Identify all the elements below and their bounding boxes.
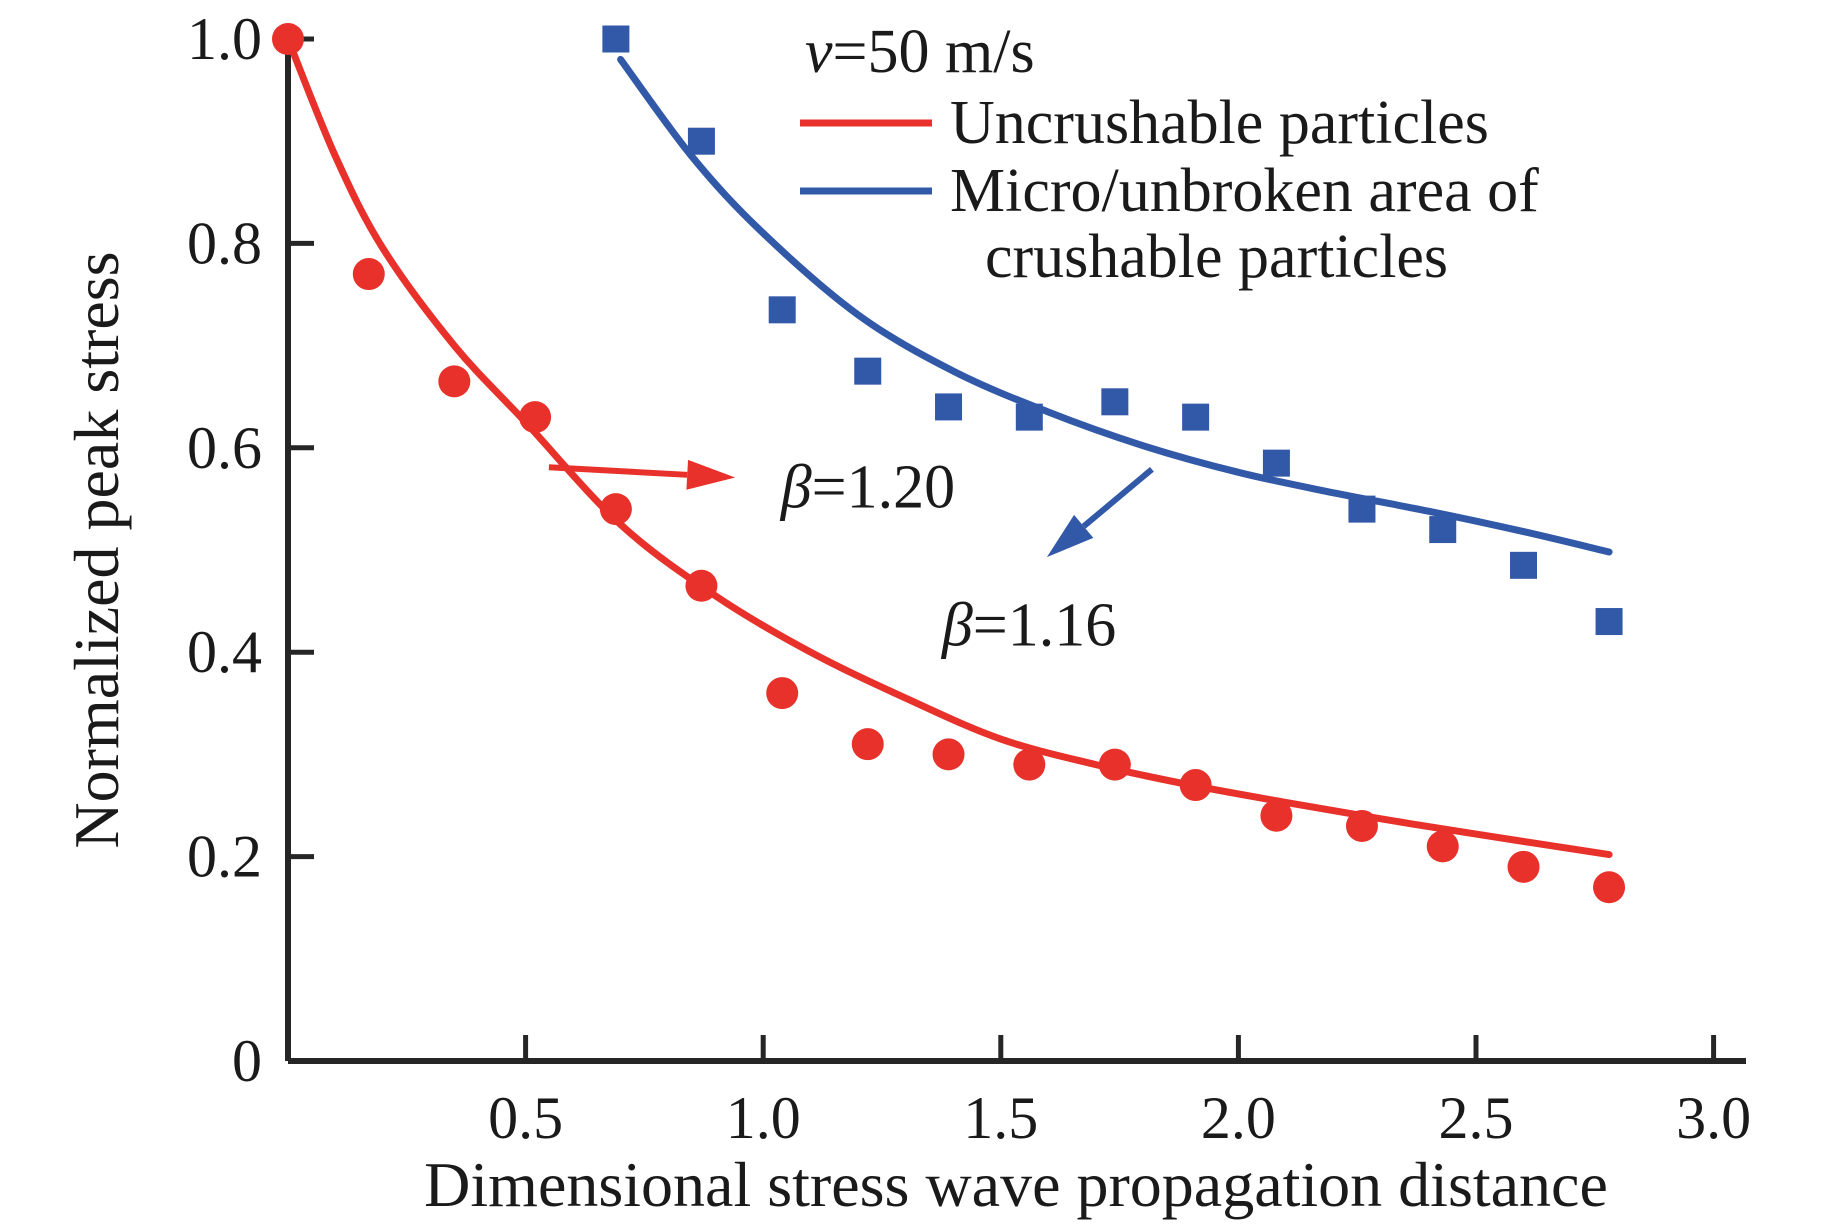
data-point-square xyxy=(1101,388,1129,416)
beta-annotation-text: β=1.16 xyxy=(941,592,1116,660)
legend-item-label: Uncrushable particles xyxy=(950,89,1489,157)
data-point-circle xyxy=(1260,799,1293,832)
data-point-circle xyxy=(1098,748,1131,781)
annotation-116: β=1.16 xyxy=(941,466,1154,660)
data-point-square xyxy=(854,357,882,385)
chart-built-content: 0.5 1.0 1.5 2.0 2.5 3.0 0 0.2 0.4 0.6 0.8 1.0 β=1.20… xyxy=(187,6,1751,1151)
data-point-circle xyxy=(519,401,552,434)
annotation-arrow-line xyxy=(548,464,688,478)
data-point-square xyxy=(935,393,963,421)
data-point-square xyxy=(1510,551,1538,579)
data-point-circle xyxy=(438,365,471,398)
annotation-arrow-head xyxy=(686,459,736,490)
y-tick-label: 0.4 xyxy=(187,619,262,685)
data-point-square xyxy=(602,25,630,53)
y-axis-title: Normalized peak stress xyxy=(61,251,132,848)
fit-curve-red xyxy=(284,35,1613,859)
data-point-square xyxy=(1429,516,1457,544)
data-point-square xyxy=(1595,608,1623,636)
data-point-circle xyxy=(599,493,632,526)
data-point-circle xyxy=(1507,850,1540,883)
data-point-circle xyxy=(1345,809,1378,842)
y-tick-label: 1.0 xyxy=(187,6,262,72)
data-point-square xyxy=(1182,403,1210,431)
x-tick-label: 2.5 xyxy=(1439,1085,1514,1151)
data-point-circle xyxy=(1426,830,1459,863)
y-tick-label: 0.8 xyxy=(187,210,262,276)
x-tick-label: 1.5 xyxy=(963,1085,1038,1151)
data-point-circle xyxy=(685,569,718,602)
annotation-120: β=1.20 xyxy=(548,454,955,522)
data-point-square xyxy=(768,296,796,324)
data-point-circle xyxy=(932,738,965,771)
y-tick-label: 0 xyxy=(232,1028,262,1094)
data-point-circle xyxy=(1013,748,1046,781)
data-point-square xyxy=(1015,403,1043,431)
legend-item-label-line2: crushable particles xyxy=(985,223,1448,291)
fit-curve-blue xyxy=(617,55,1613,556)
series-crushable xyxy=(602,25,1623,636)
y-tick-label: 0.2 xyxy=(187,824,262,890)
x-tick-label: 2.0 xyxy=(1201,1085,1276,1151)
data-point-square xyxy=(1262,449,1290,477)
x-tick-label: 0.5 xyxy=(488,1085,563,1151)
data-point-circle xyxy=(1593,871,1626,904)
x-tick-label: 1.0 xyxy=(726,1085,801,1151)
annotation-arrow-head xyxy=(1046,514,1094,558)
data-point-circle xyxy=(272,23,304,55)
data-point-circle xyxy=(352,258,385,291)
data-point-circle xyxy=(1179,769,1212,802)
data-point-square xyxy=(1348,495,1376,523)
series-uncrushable xyxy=(272,23,1626,904)
y-tick-label: 0.6 xyxy=(187,415,262,481)
data-point-square xyxy=(687,127,715,155)
x-tick-label: 3.0 xyxy=(1676,1085,1751,1151)
data-point-circle xyxy=(766,677,799,710)
data-point-circle xyxy=(851,728,884,761)
legend-item-label: Micro/unbroken area of xyxy=(950,157,1539,225)
beta-annotation-text: β=1.20 xyxy=(780,454,955,522)
x-axis-title: Dimensional stress wave propagation dist… xyxy=(424,1149,1608,1220)
annotation-arrow-line xyxy=(1081,466,1154,529)
legend-velocity-label: v=50 m/s xyxy=(805,18,1035,86)
